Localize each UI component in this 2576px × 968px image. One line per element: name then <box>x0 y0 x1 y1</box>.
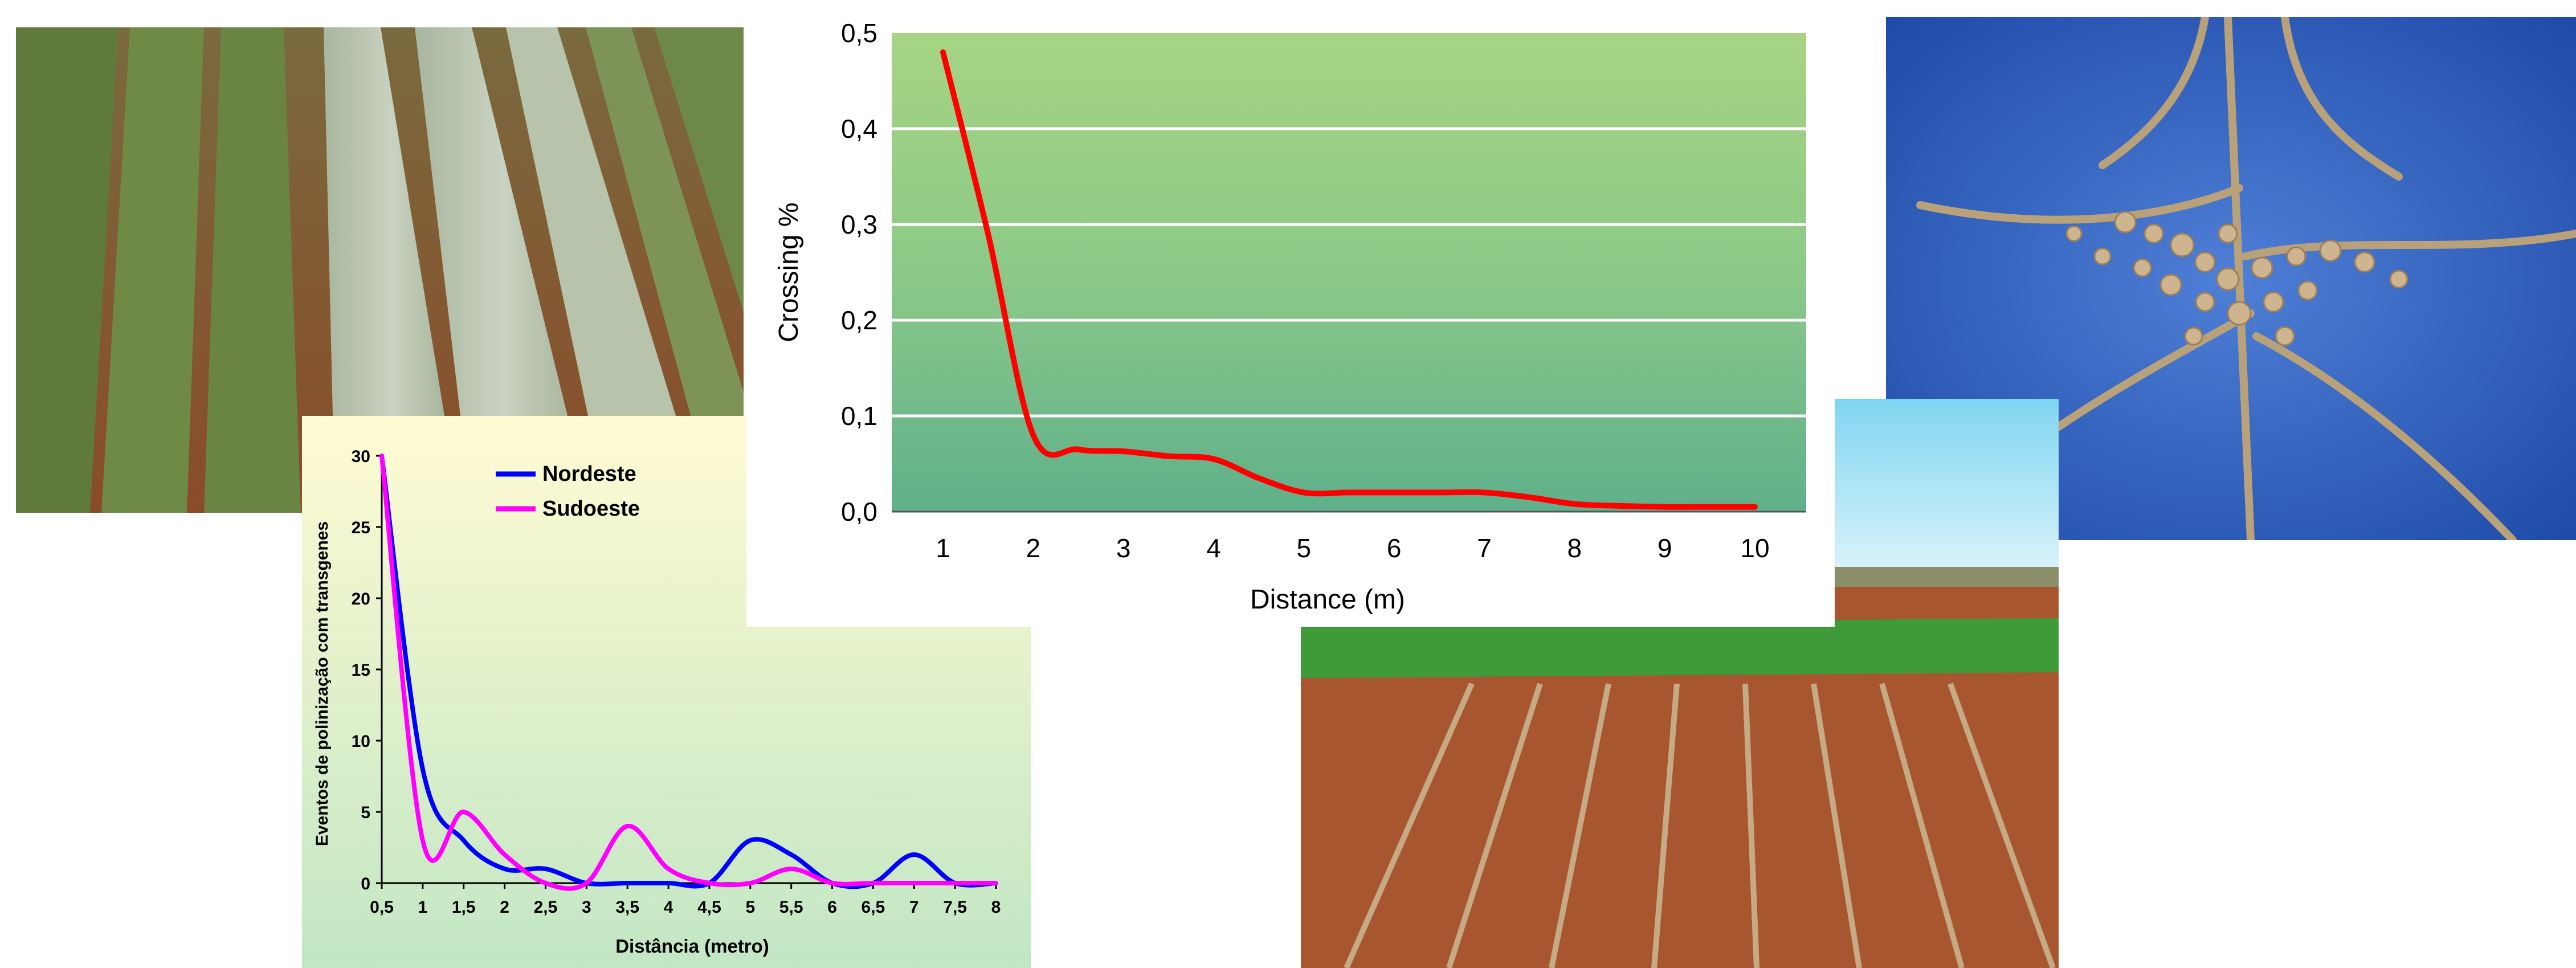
chart2-ytick-label: 15 <box>352 661 370 680</box>
chart2-xtick-label: 5,5 <box>779 898 803 917</box>
chart1-ytick-label: 0,3 <box>841 210 877 239</box>
chart2-xtick-label: 6,5 <box>862 898 885 917</box>
chart2-xtick-label: 8 <box>991 898 1001 917</box>
chart2-ytick-label: 20 <box>352 590 370 608</box>
chart1-xlabel: Distance (m) <box>1250 585 1405 615</box>
chart2-xtick-label: 7 <box>909 898 919 917</box>
chart2-xtick-label: 1,5 <box>452 898 476 917</box>
chart2-xlabel: Distância (metro) <box>615 936 769 957</box>
chart1-xtick-label: 9 <box>1658 533 1672 563</box>
chart1-xtick-label: 2 <box>1026 533 1041 563</box>
chart2-xtick-label: 3 <box>582 898 591 917</box>
chart2-ytick-label: 10 <box>352 732 370 751</box>
chart1-ytick-label: 0,4 <box>841 114 877 144</box>
chart2-ytick-label: 25 <box>352 518 370 537</box>
chart2-ytick-label: 0 <box>361 875 370 893</box>
chart1-xtick-label: 5 <box>1297 533 1312 563</box>
chart1-ytick-label: 0,1 <box>841 401 877 431</box>
photo-soybean-rows <box>16 27 744 513</box>
chart2-ylabel: Eventos de polinização com transgenes <box>313 521 332 846</box>
chart1-ytick-label: 0,2 <box>841 305 877 335</box>
chart2-xtick-label: 3,5 <box>615 898 639 917</box>
chart1-xtick-label: 3 <box>1116 533 1131 563</box>
chart2-xtick-label: 4,5 <box>697 898 721 917</box>
chart1-xtick-label: 7 <box>1477 533 1492 563</box>
chart2-xtick-label: 5 <box>745 898 755 917</box>
chart1-ylabel: Crossing % <box>774 202 804 342</box>
chart2-series-line-nordeste <box>379 454 998 889</box>
chart1-xtick-label: 1 <box>936 533 950 563</box>
chart2-xtick-label: 4 <box>664 898 673 917</box>
chart2-legend: Nordeste Sudoeste <box>496 462 640 521</box>
chart1-series-line <box>940 49 1758 510</box>
legend-label-nordeste: Nordeste <box>542 462 636 486</box>
chart1-xtick-label: 6 <box>1387 533 1402 563</box>
chart1-plot-area <box>892 33 1806 512</box>
chart1-xtick-label: 4 <box>1206 533 1221 563</box>
chart1-ytick-label: 0,0 <box>841 497 877 526</box>
chart2-xtick-label: 2,5 <box>534 898 558 917</box>
chart2-ytick-label: 30 <box>352 447 370 466</box>
chart1-xtick-label: 10 <box>1740 533 1769 563</box>
chart2-xtick-label: 2 <box>500 898 509 917</box>
chart2-xtick-label: 7,5 <box>943 898 967 917</box>
chart2-xtick-label: 6 <box>827 898 837 917</box>
chart2-xtick-label: 0,5 <box>370 898 394 917</box>
chart1-ytick-label: 0,5 <box>841 18 877 48</box>
chart1-xtick-label: 8 <box>1567 533 1582 563</box>
pollination-chart: 0 5 10 15 20 25 30 0,5 1 1,5 2 2,5 3 3,5 4 4,5 5 5,5 6 6,5 7… <box>302 416 1031 968</box>
crossing-chart: 0,0 0,1 0,2 0,3 0,4 0,5 1 2 3 4 5 6 7 8 9 10 Crossing %… <box>746 0 1835 627</box>
legend-label-sudoeste: Sudoeste <box>542 497 640 521</box>
chart2-series-line-sudoeste <box>379 454 998 891</box>
chart2-xtick-label: 1 <box>418 898 428 917</box>
chart2-ytick-label: 5 <box>361 803 370 822</box>
